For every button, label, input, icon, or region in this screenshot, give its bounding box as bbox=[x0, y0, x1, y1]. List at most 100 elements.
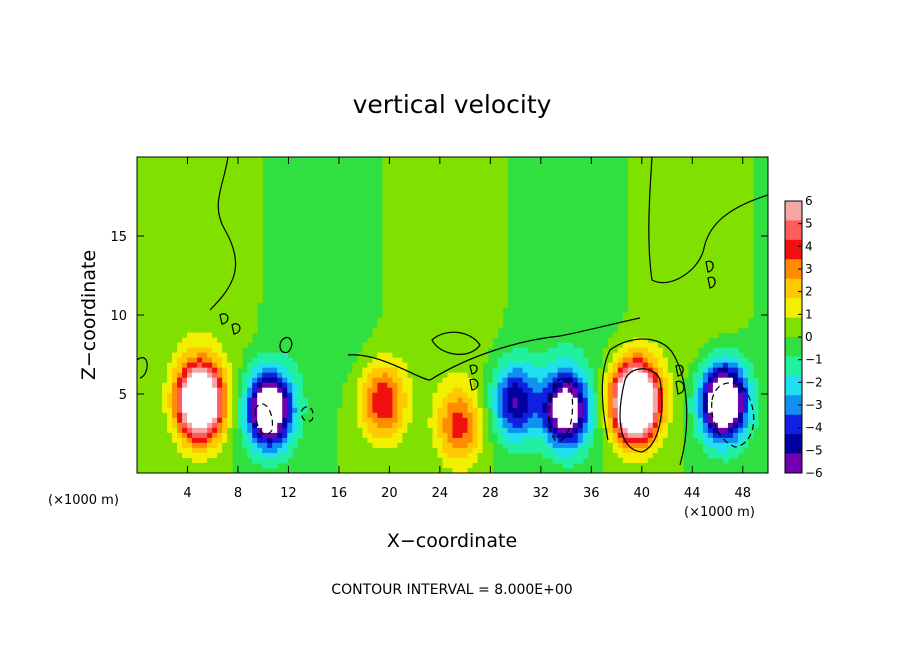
field-cell bbox=[237, 402, 243, 409]
field-cell bbox=[217, 167, 223, 173]
field-cell bbox=[617, 372, 624, 379]
field-cell bbox=[712, 427, 719, 434]
field-cell bbox=[222, 187, 228, 193]
field-cell bbox=[607, 337, 614, 344]
field-cell bbox=[672, 322, 679, 329]
field-cell bbox=[482, 252, 489, 258]
field-cell bbox=[612, 392, 619, 399]
field-cell bbox=[367, 367, 373, 374]
field-cell bbox=[527, 352, 534, 359]
field-cell bbox=[427, 402, 434, 409]
field-cell bbox=[382, 162, 388, 168]
field-cell bbox=[482, 417, 489, 424]
field-cell bbox=[387, 157, 394, 163]
field-cell bbox=[162, 367, 168, 374]
field-cell bbox=[262, 367, 268, 374]
field-cell bbox=[202, 157, 208, 163]
field-cell bbox=[187, 352, 193, 359]
field-cell bbox=[697, 392, 704, 399]
field-cell bbox=[197, 447, 203, 454]
field-cell bbox=[692, 157, 699, 163]
field-cell bbox=[172, 277, 178, 283]
field-cell bbox=[442, 187, 449, 193]
field-cell bbox=[207, 307, 213, 314]
field-cell bbox=[552, 367, 559, 374]
field-cell bbox=[697, 302, 704, 309]
field-cell bbox=[397, 437, 404, 444]
field-cell bbox=[272, 407, 278, 414]
field-cell bbox=[182, 222, 188, 228]
field-cell bbox=[417, 452, 424, 459]
field-cell bbox=[432, 382, 439, 389]
field-cell bbox=[227, 407, 233, 414]
field-cell bbox=[422, 267, 429, 273]
field-cell bbox=[662, 367, 669, 374]
field-cell bbox=[512, 442, 519, 449]
field-cell bbox=[397, 257, 404, 263]
field-cell bbox=[192, 327, 198, 334]
field-cell bbox=[377, 317, 383, 324]
field-cell bbox=[262, 447, 268, 454]
field-cell bbox=[502, 357, 509, 364]
field-cell bbox=[227, 217, 233, 223]
field-cell bbox=[197, 187, 203, 193]
field-cell bbox=[207, 247, 213, 253]
field-cell bbox=[227, 167, 233, 173]
field-cell bbox=[247, 327, 253, 334]
field-cell bbox=[187, 277, 193, 283]
field-cell bbox=[477, 267, 484, 273]
field-cell bbox=[237, 297, 243, 304]
field-cell bbox=[497, 427, 504, 434]
field-cell bbox=[392, 252, 399, 258]
field-cell bbox=[712, 282, 719, 289]
field-cell bbox=[697, 252, 704, 258]
field-cell bbox=[232, 212, 238, 218]
field-cell bbox=[417, 387, 424, 394]
field-cell bbox=[647, 282, 654, 289]
field-cell bbox=[657, 177, 664, 183]
field-cell bbox=[707, 262, 714, 268]
field-cell bbox=[167, 187, 173, 193]
field-cell bbox=[197, 337, 203, 344]
field-cell bbox=[267, 372, 273, 379]
field-cell bbox=[627, 217, 634, 223]
field-cell bbox=[227, 212, 233, 218]
field-cell bbox=[627, 377, 634, 384]
field-cell bbox=[487, 212, 494, 218]
field-cell bbox=[232, 342, 238, 349]
field-cell bbox=[422, 382, 429, 389]
field-cell bbox=[642, 227, 649, 233]
field-cell bbox=[512, 447, 519, 454]
field-cell bbox=[622, 362, 629, 369]
field-cell bbox=[497, 262, 504, 268]
field-cell bbox=[662, 467, 669, 473]
field-cell bbox=[427, 392, 434, 399]
field-cell bbox=[707, 382, 714, 389]
field-cell bbox=[157, 172, 163, 178]
field-cell bbox=[592, 397, 599, 404]
field-cell bbox=[652, 237, 659, 243]
field-cell bbox=[502, 177, 509, 183]
field-cell bbox=[442, 437, 449, 444]
field-cell bbox=[387, 302, 394, 309]
field-cell bbox=[182, 167, 188, 173]
field-cell bbox=[267, 427, 273, 434]
field-cell bbox=[172, 227, 178, 233]
field-cell bbox=[257, 227, 263, 233]
field-cell bbox=[712, 317, 719, 324]
field-cell bbox=[382, 202, 388, 208]
field-cell bbox=[392, 467, 399, 473]
field-cell bbox=[227, 377, 233, 384]
field-cell bbox=[712, 397, 719, 404]
field-cell bbox=[677, 247, 684, 253]
field-cell bbox=[482, 242, 489, 248]
field-cell bbox=[427, 327, 434, 334]
field-cell bbox=[287, 372, 293, 379]
field-cell bbox=[407, 322, 414, 329]
field-cell bbox=[202, 307, 208, 314]
field-cell bbox=[492, 172, 499, 178]
field-cell bbox=[392, 287, 399, 294]
field-cell bbox=[452, 177, 459, 183]
field-cell bbox=[247, 377, 253, 384]
field-cell bbox=[707, 172, 714, 178]
